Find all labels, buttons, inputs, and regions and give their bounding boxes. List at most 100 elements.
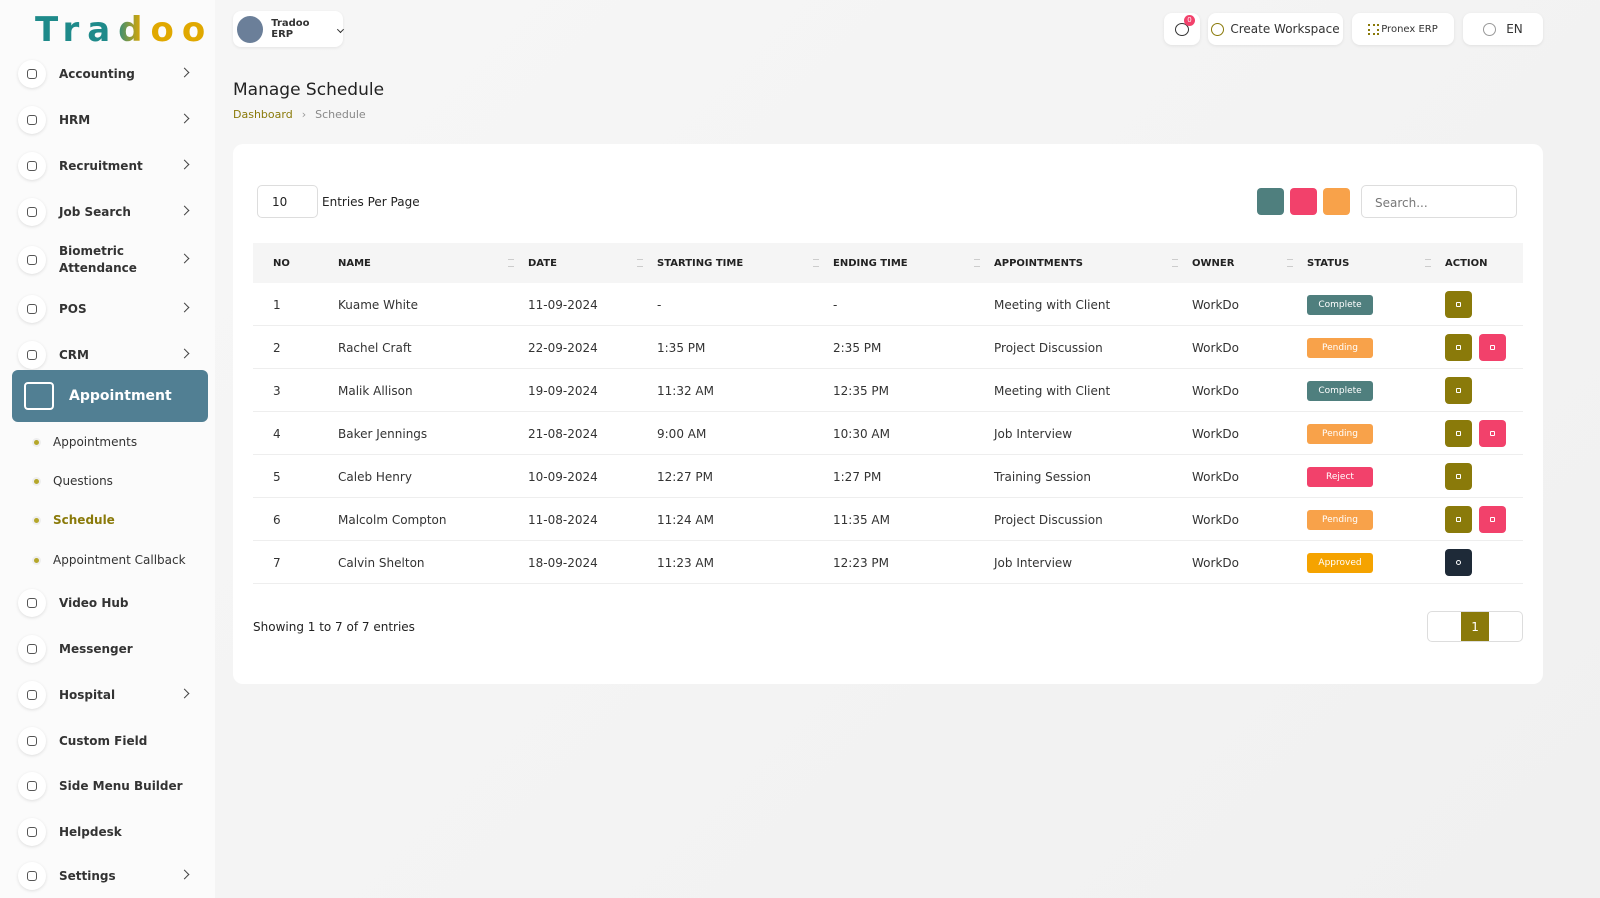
nav-item[interactable]: Hospital [18, 680, 190, 710]
cell: 4 [273, 426, 281, 441]
status-badge: Complete [1307, 294, 1373, 315]
globe-icon [1483, 22, 1497, 36]
nav-label: HRM [59, 112, 91, 127]
button-glyph [1456, 302, 1461, 307]
chevron [179, 67, 190, 78]
chevron [179, 205, 190, 216]
button-glyph [1456, 474, 1461, 479]
play-button[interactable] [1445, 291, 1472, 318]
create-workspace-button[interactable]: Create Workspace [1208, 13, 1343, 45]
current-page[interactable]: 1 [1461, 612, 1489, 641]
icon-glyph [27, 207, 37, 217]
breadcrumb-link[interactable]: Dashboard [233, 108, 293, 121]
cell [1445, 369, 1479, 412]
cell: - [657, 297, 662, 312]
nav-item-active[interactable]: Appointment [12, 370, 208, 422]
erp-switcher[interactable]: Pronex ERP [1352, 13, 1454, 45]
cell: Malik Allison [338, 383, 413, 398]
cell: 12:35 PM [833, 383, 889, 398]
per-page-label: Entries Per Page [322, 195, 420, 209]
nav-label: Messenger [59, 641, 133, 656]
button-glyph [1490, 431, 1495, 436]
button-glyph [1456, 431, 1461, 436]
language: EN [1506, 22, 1523, 36]
nav-item[interactable]: Settings [18, 861, 190, 891]
reset-button[interactable] [1290, 188, 1317, 215]
nav-label: Biometric Attendance [59, 244, 137, 275]
column-header[interactable]: ENDING TIME [833, 243, 994, 283]
nav-item[interactable]: Custom Field [18, 726, 188, 756]
page-title: Manage Schedule [233, 80, 385, 100]
cell: Training Session [994, 469, 1091, 484]
view-button[interactable] [1445, 549, 1472, 576]
nav-icon [18, 681, 46, 709]
row-divider [253, 325, 1523, 326]
play-button[interactable] [1445, 463, 1472, 490]
messages-button[interactable]: 0 [1164, 13, 1200, 45]
cell: WorkDo [1192, 469, 1239, 484]
nav-item[interactable]: Helpdesk [18, 817, 188, 847]
del-button[interactable] [1479, 506, 1506, 533]
next-page[interactable] [1489, 612, 1522, 641]
icon-glyph [27, 644, 37, 654]
button-glyph [1490, 345, 1495, 350]
del-button[interactable] [1479, 334, 1506, 361]
column-header[interactable]: OWNER [1192, 243, 1307, 283]
nav-icon [18, 589, 46, 617]
nav-item[interactable]: Messenger [18, 634, 188, 664]
erp-name: Pronex ERP [1381, 23, 1438, 35]
nav-label: Side Menu Builder [59, 778, 183, 793]
cell: 3 [273, 383, 281, 398]
language-switcher[interactable]: EN [1463, 13, 1543, 45]
icon-glyph [27, 690, 37, 700]
nav-item[interactable]: Job Search [18, 197, 190, 227]
play-button[interactable] [1445, 334, 1472, 361]
search-input[interactable]: Search... [1361, 185, 1517, 218]
export-button[interactable] [1257, 188, 1284, 215]
cell: Job Interview [994, 555, 1073, 570]
refresh-button[interactable] [1323, 188, 1350, 215]
column-header[interactable]: DATE [528, 243, 657, 283]
bullet [34, 439, 39, 445]
nav-item[interactable]: Side Menu Builder [18, 771, 188, 801]
column-header[interactable]: APPOINTMENTS [994, 243, 1192, 283]
icon-glyph [27, 736, 37, 746]
nav-item[interactable]: Recruitment [18, 151, 190, 181]
cell [1445, 283, 1479, 326]
cell: Pending [1307, 498, 1373, 541]
nav-subitem[interactable]: Schedule [34, 513, 115, 527]
nav-item[interactable]: Biometric Attendance [18, 244, 190, 275]
nav-item[interactable]: Video Hub [18, 588, 188, 618]
cell: WorkDo [1192, 426, 1239, 441]
nav-label: Hospital [59, 687, 116, 702]
per-page-select[interactable]: 10 [257, 185, 318, 218]
nav-item[interactable]: Accounting [18, 59, 190, 89]
cell: Reject [1307, 455, 1373, 498]
play-button[interactable] [1445, 420, 1472, 447]
nav-subitem[interactable]: Questions [34, 474, 113, 488]
column-header[interactable]: STARTING TIME [657, 243, 833, 283]
chat-icon [1175, 22, 1189, 36]
nav-subitem[interactable]: Appointment Callback [34, 553, 186, 567]
nav-item[interactable]: CRM [18, 340, 190, 370]
nav-subitem[interactable]: Appointments [34, 435, 137, 449]
cell: 2 [273, 340, 281, 355]
workspace-switcher[interactable]: Tradoo ERP [233, 11, 345, 47]
create-workspace-label: Create Workspace [1230, 22, 1340, 36]
icon-glyph [27, 115, 37, 125]
status-badge: Pending [1307, 337, 1373, 358]
nav-item[interactable]: HRM [18, 105, 190, 135]
column-header[interactable]: STATUS [1307, 243, 1445, 283]
cell: 9:00 AM [657, 426, 707, 441]
play-button[interactable] [1445, 506, 1472, 533]
column-header[interactable]: NAME [338, 243, 528, 283]
prev-page[interactable] [1428, 612, 1461, 641]
status-badge: Approved [1307, 552, 1373, 573]
nav-label: Job Search [59, 204, 131, 219]
play-button[interactable] [1445, 377, 1472, 404]
nav-item[interactable]: POS [18, 294, 190, 324]
sort-icon [1425, 259, 1431, 267]
del-button[interactable] [1479, 420, 1506, 447]
status-badge: Reject [1307, 466, 1373, 487]
